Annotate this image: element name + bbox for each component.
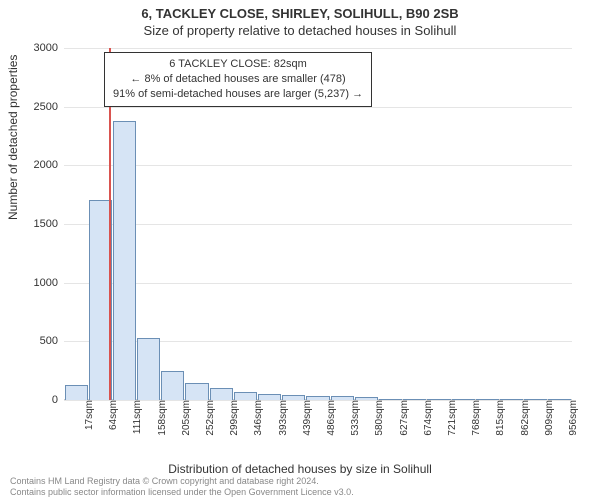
footer-text: Contains HM Land Registry data © Crown c… <box>10 476 600 498</box>
x-tick-label: 815sqm <box>491 400 506 436</box>
x-tick-label: 533sqm <box>346 400 361 436</box>
page-title: 6, TACKLEY CLOSE, SHIRLEY, SOLIHULL, B90… <box>0 0 600 21</box>
x-tick-label: 909sqm <box>540 400 555 436</box>
x-tick-label: 158sqm <box>153 400 168 436</box>
histogram-bar <box>210 388 233 400</box>
y-tick-label: 1000 <box>34 277 64 289</box>
footer-line-1: Contains HM Land Registry data © Crown c… <box>10 476 600 487</box>
footer-line-2: Contains public sector information licen… <box>10 487 600 498</box>
y-axis-label: Number of detached properties <box>6 55 20 220</box>
x-tick-label: 252sqm <box>201 400 216 436</box>
x-tick-label: 393sqm <box>274 400 289 436</box>
y-tick-label: 2500 <box>34 101 64 113</box>
y-tick-label: 1500 <box>34 218 64 230</box>
x-tick-label: 674sqm <box>419 400 434 436</box>
x-tick-label: 486sqm <box>322 400 337 436</box>
annotation-box: 6 TACKLEY CLOSE: 82sqm← 8% of detached h… <box>104 52 372 107</box>
x-tick-label: 627sqm <box>395 400 410 436</box>
histogram-bar <box>185 383 208 400</box>
x-tick-label: 64sqm <box>104 400 119 430</box>
x-tick-label: 862sqm <box>516 400 531 436</box>
y-tick-label: 500 <box>40 335 64 347</box>
x-tick-label: 768sqm <box>467 400 482 436</box>
y-tick-label: 0 <box>52 394 64 406</box>
histogram-bar <box>234 392 257 400</box>
y-tick-label: 2000 <box>34 159 64 171</box>
histogram-chart: 05001000150020002500300017sqm64sqm111sqm… <box>64 48 572 400</box>
histogram-bar <box>89 200 112 400</box>
x-tick-label: 439sqm <box>298 400 313 436</box>
y-tick-label: 3000 <box>34 42 64 54</box>
x-tick-label: 17sqm <box>80 400 95 430</box>
annotation-line: ← 8% of detached houses are smaller (478… <box>113 72 363 87</box>
histogram-bar <box>113 121 136 400</box>
x-tick-label: 580sqm <box>370 400 385 436</box>
x-axis-label: Distribution of detached houses by size … <box>0 462 600 476</box>
histogram-bar <box>137 338 160 400</box>
x-tick-label: 346sqm <box>249 400 264 436</box>
x-tick-label: 111sqm <box>128 400 143 434</box>
histogram-bar <box>65 385 88 400</box>
page-subtitle: Size of property relative to detached ho… <box>0 23 600 38</box>
annotation-line: 6 TACKLEY CLOSE: 82sqm <box>113 57 363 72</box>
x-tick-label: 956sqm <box>564 400 579 436</box>
x-tick-label: 205sqm <box>177 400 192 436</box>
x-tick-label: 299sqm <box>225 400 240 436</box>
histogram-bar <box>161 371 184 400</box>
x-tick-label: 721sqm <box>443 400 458 436</box>
annotation-line: 91% of semi-detached houses are larger (… <box>113 87 363 102</box>
